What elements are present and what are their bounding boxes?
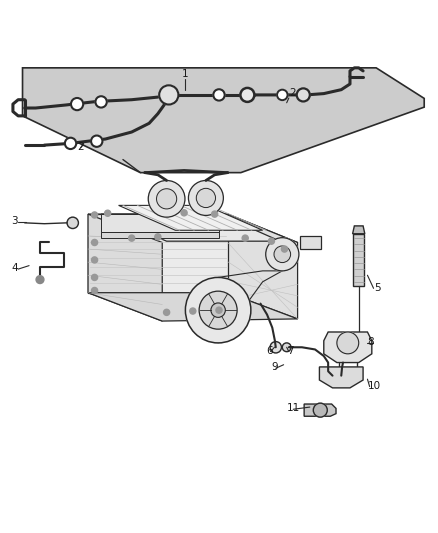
Text: 2: 2	[289, 88, 296, 98]
Polygon shape	[319, 367, 363, 388]
Circle shape	[92, 239, 98, 246]
Polygon shape	[88, 214, 228, 293]
Circle shape	[185, 277, 251, 343]
Polygon shape	[304, 404, 336, 416]
Circle shape	[216, 307, 222, 313]
Circle shape	[92, 274, 98, 280]
Circle shape	[274, 246, 290, 263]
Text: 5: 5	[374, 282, 381, 293]
Text: 10: 10	[367, 381, 381, 391]
Circle shape	[159, 85, 178, 104]
Polygon shape	[88, 293, 297, 321]
Circle shape	[92, 212, 98, 218]
Circle shape	[92, 287, 98, 294]
Circle shape	[156, 189, 177, 209]
Polygon shape	[22, 68, 424, 173]
Circle shape	[181, 210, 187, 216]
Polygon shape	[119, 205, 263, 230]
Circle shape	[91, 135, 102, 147]
Polygon shape	[353, 234, 364, 286]
Circle shape	[213, 89, 225, 101]
Circle shape	[92, 257, 98, 263]
Polygon shape	[101, 214, 219, 231]
Text: 4: 4	[12, 263, 18, 273]
Circle shape	[188, 181, 223, 215]
Circle shape	[297, 88, 310, 101]
Polygon shape	[88, 214, 162, 321]
Polygon shape	[101, 214, 280, 241]
Circle shape	[199, 291, 237, 329]
Text: 6: 6	[266, 346, 273, 356]
Circle shape	[277, 90, 288, 100]
Circle shape	[242, 235, 248, 241]
Circle shape	[196, 188, 215, 207]
Circle shape	[155, 234, 161, 240]
Circle shape	[212, 211, 218, 217]
Circle shape	[282, 246, 288, 252]
Text: 1: 1	[182, 69, 188, 78]
Circle shape	[71, 98, 83, 110]
Circle shape	[268, 238, 275, 244]
Circle shape	[148, 181, 185, 217]
Polygon shape	[101, 231, 219, 238]
Circle shape	[163, 309, 170, 316]
Circle shape	[95, 96, 107, 108]
Text: 2: 2	[77, 142, 84, 152]
Circle shape	[105, 210, 111, 216]
Circle shape	[190, 308, 196, 314]
Text: 11: 11	[287, 403, 300, 414]
Circle shape	[129, 235, 135, 241]
Circle shape	[313, 403, 327, 417]
Circle shape	[337, 332, 359, 354]
Polygon shape	[228, 214, 297, 319]
Polygon shape	[88, 214, 297, 243]
Circle shape	[211, 303, 225, 317]
Polygon shape	[324, 332, 372, 362]
Polygon shape	[353, 226, 365, 234]
Text: 8: 8	[367, 337, 374, 347]
Text: 7: 7	[287, 346, 293, 356]
Text: 3: 3	[12, 216, 18, 225]
Circle shape	[240, 88, 254, 102]
Circle shape	[65, 138, 76, 149]
Text: 9: 9	[272, 362, 278, 373]
Circle shape	[266, 238, 299, 271]
Circle shape	[283, 343, 291, 352]
Circle shape	[36, 276, 44, 284]
Bar	[300, 236, 321, 249]
Circle shape	[67, 217, 78, 229]
Circle shape	[270, 342, 282, 353]
